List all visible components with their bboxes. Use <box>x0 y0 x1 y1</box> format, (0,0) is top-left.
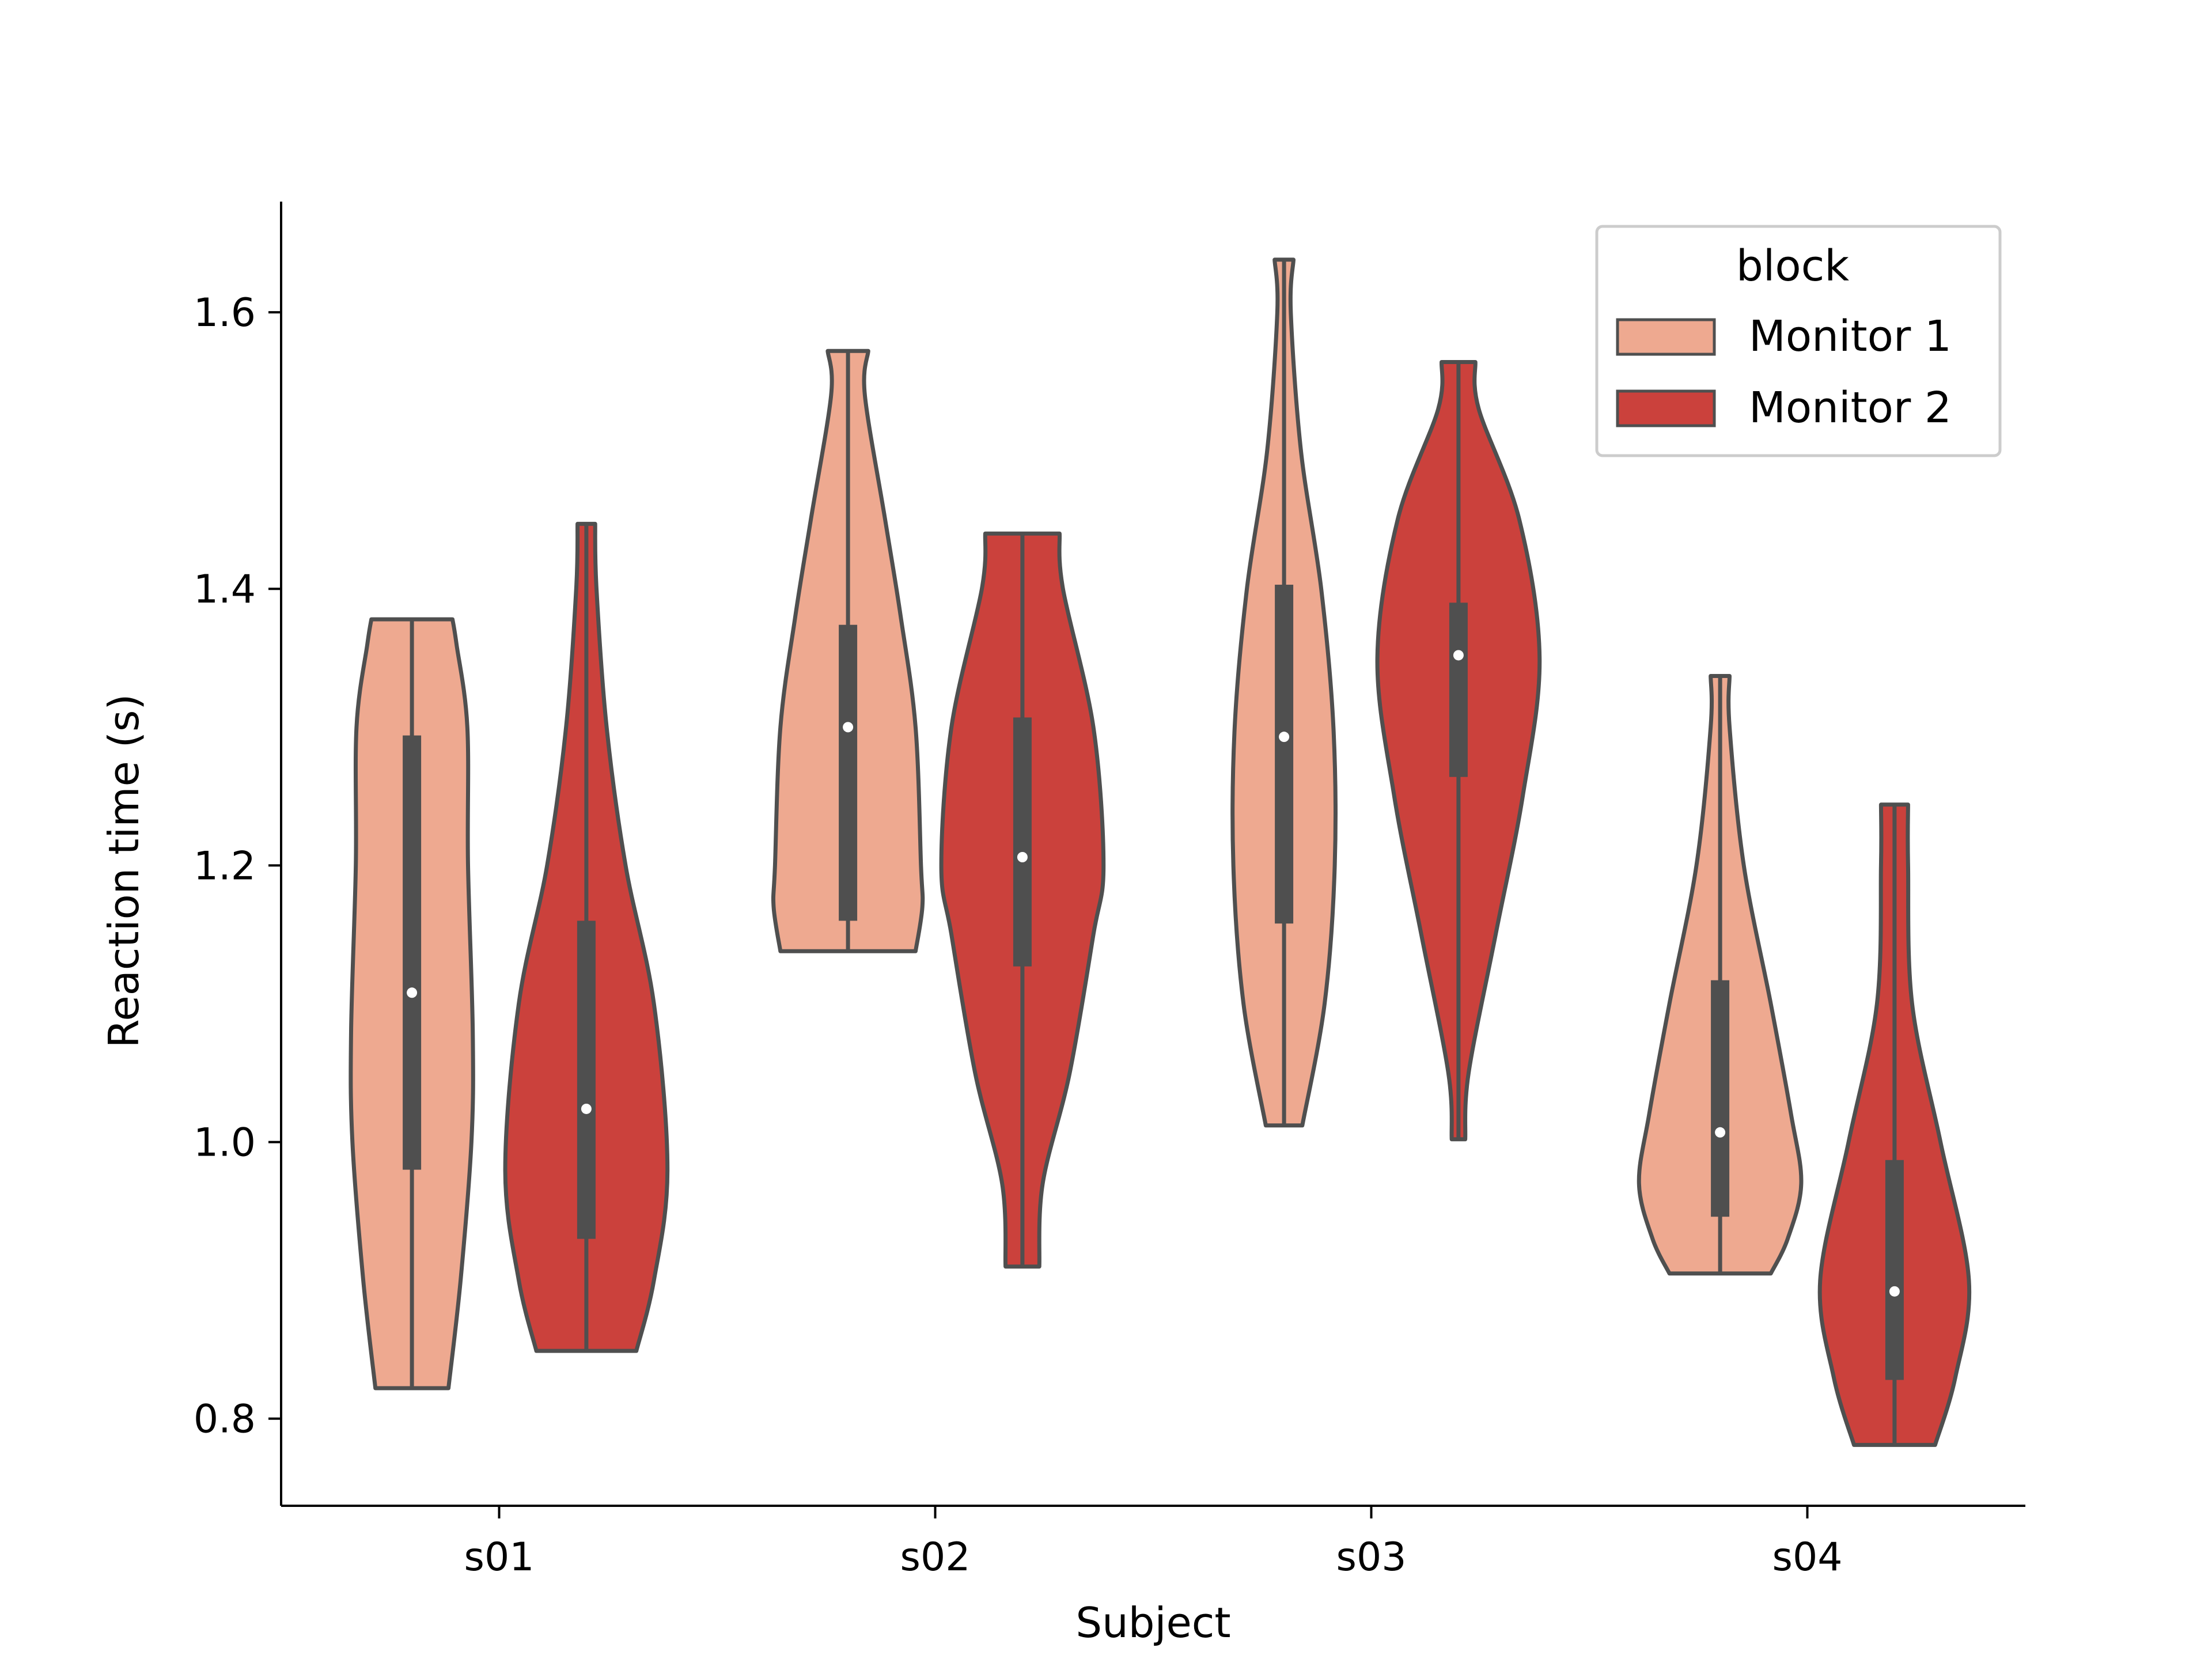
x-tick-label: s01 <box>464 1535 535 1580</box>
y-axis-label: Reaction time (s) <box>100 694 148 1048</box>
legend-label-1: Monitor 1 <box>1749 312 1952 361</box>
iqr-box-s04-1 <box>1711 980 1730 1217</box>
iqr-box-s02-1 <box>839 624 858 921</box>
x-axis-label: Subject <box>1075 1599 1230 1647</box>
legend: block Monitor 1 Monitor 2 <box>1595 225 2002 457</box>
median-dot-s01-2 <box>581 1103 592 1114</box>
iqr-box-s04-2 <box>1885 1160 1904 1380</box>
median-dot-s04-1 <box>1715 1127 1726 1138</box>
legend-title: block <box>1736 241 1849 291</box>
y-tick-label: 1.6 <box>194 290 256 336</box>
x-tick-label: s03 <box>1336 1535 1407 1580</box>
violin-plot-area <box>349 257 1972 1447</box>
iqr-box-s03-2 <box>1449 603 1468 777</box>
iqr-box-s02-2 <box>1013 717 1032 967</box>
x-tick-label: s02 <box>900 1535 971 1580</box>
median-dot-s03-1 <box>1279 732 1290 743</box>
legend-label-2: Monitor 2 <box>1749 383 1952 433</box>
y-tick-label: 0.8 <box>194 1397 256 1442</box>
median-dot-s02-2 <box>1017 852 1028 863</box>
median-dot-s03-2 <box>1453 650 1464 661</box>
legend-swatch-1 <box>1616 318 1716 356</box>
median-dot-s04-2 <box>1889 1286 1900 1297</box>
iqr-box-s03-1 <box>1275 585 1294 924</box>
legend-swatch-2 <box>1616 389 1716 427</box>
y-tick-label: 1.0 <box>194 1120 256 1166</box>
y-tick-label: 1.2 <box>194 843 256 889</box>
median-dot-s01-1 <box>407 987 418 998</box>
y-tick-label: 1.4 <box>194 567 256 612</box>
axes: 0.8 1.0 1.2 1.4 1.6 s01 s02 s03 s04 Subject Reacti… <box>100 202 2025 1647</box>
median-dot-s02-1 <box>843 722 854 733</box>
iqr-box-s01-1 <box>403 735 422 1170</box>
x-tick-label: s04 <box>1772 1535 1843 1580</box>
iqr-box-s01-2 <box>577 921 596 1239</box>
